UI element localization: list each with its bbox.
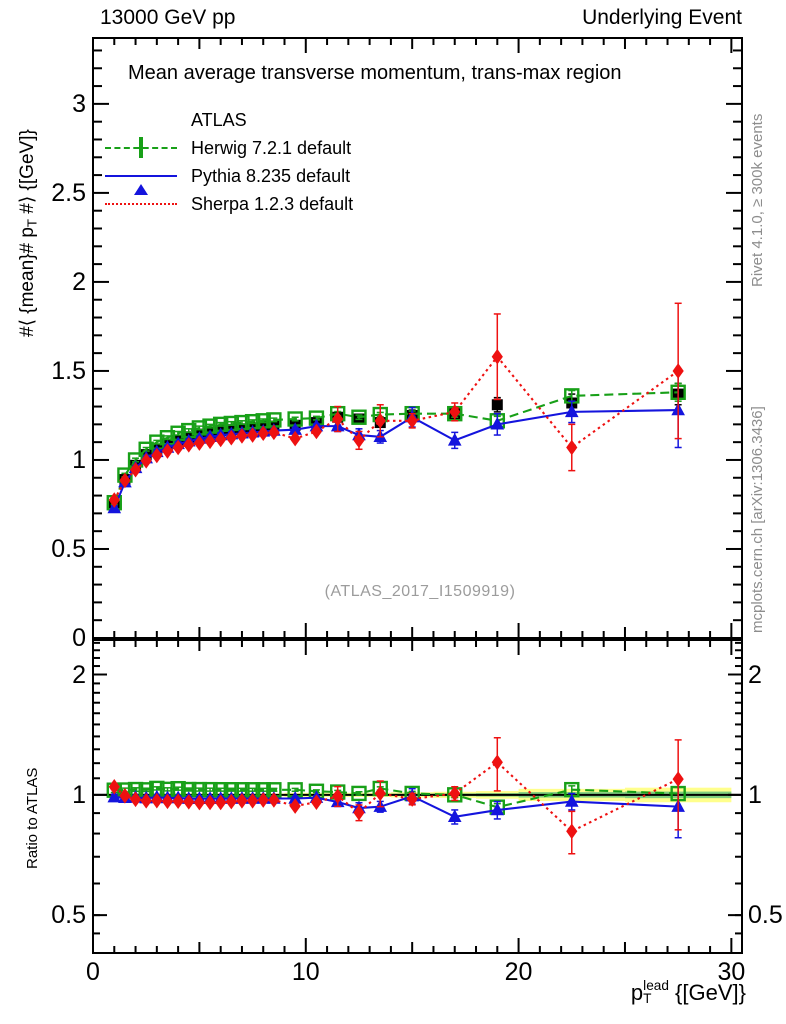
tick-label: 30 <box>717 958 746 986</box>
mcplots-arxiv-note: mcplots.cern.ch [arXiv:1306.3436] <box>749 406 766 633</box>
legend-item-label: Herwig 7.2.1 default <box>191 137 352 158</box>
tick-label: 2 <box>748 660 762 689</box>
tick-label: 0 <box>86 958 100 986</box>
tick-label: 1.5 <box>51 356 86 385</box>
legend-item-label: Pythia 8.235 default <box>191 165 351 186</box>
legend: ATLAS Herwig 7.2.1 default Pythia 8.235 de… <box>105 106 353 218</box>
beam-energy-title: 13000 GeV pp <box>100 6 236 29</box>
legend-item: Herwig 7.2.1 default <box>105 134 353 162</box>
series-sherpa-1-2-3-default <box>108 737 684 855</box>
legend-item: ATLAS <box>105 106 353 134</box>
tick-label: 0.5 <box>51 901 86 930</box>
tick-label: 1 <box>748 780 762 809</box>
tick-label: 0 <box>72 624 86 652</box>
series-sherpa-1-2-3-default <box>108 302 684 508</box>
legend-item: Pythia 8.235 default <box>105 162 353 195</box>
tick-label: 0.5 <box>748 901 783 930</box>
tick-label: 20 <box>504 958 533 986</box>
square-open-legend-icon <box>105 137 177 158</box>
tick-label: 1 <box>72 445 86 474</box>
x-axis-label: p lead T {[GeV]} <box>630 978 746 1006</box>
square-filled-legend-icon <box>105 112 177 128</box>
analysis-id-watermark: (ATLAS_2017_I1509919) <box>324 583 516 600</box>
y-axis-label-main: #⟨ {mean}# pT #⟩ {[GeV]} <box>17 129 40 337</box>
tick-label: 10 <box>291 958 320 986</box>
rivet-version-note: Rivet 4.1.0, ≥ 300k events <box>749 113 766 287</box>
tick-label: 2.5 <box>51 178 86 207</box>
analysis-group-title: Underlying Event <box>582 6 742 29</box>
tick-label: 1 <box>72 780 86 809</box>
tick-label: 3 <box>72 89 86 118</box>
legend-item-label: ATLAS <box>191 109 247 130</box>
series-atlas <box>108 382 684 512</box>
tick-label: 0.5 <box>51 534 86 563</box>
legend-item-label: Sherpa 1.2.3 default <box>191 193 354 214</box>
tick-label: 2 <box>72 660 86 689</box>
triangle-filled-legend-icon <box>105 167 177 195</box>
diamond-filled-legend-icon <box>105 196 177 212</box>
legend-item: Sherpa 1.2.3 default <box>105 190 353 218</box>
observable-title: Mean average transverse momentum, trans-… <box>128 62 622 84</box>
tick-label: 2 <box>72 267 86 296</box>
